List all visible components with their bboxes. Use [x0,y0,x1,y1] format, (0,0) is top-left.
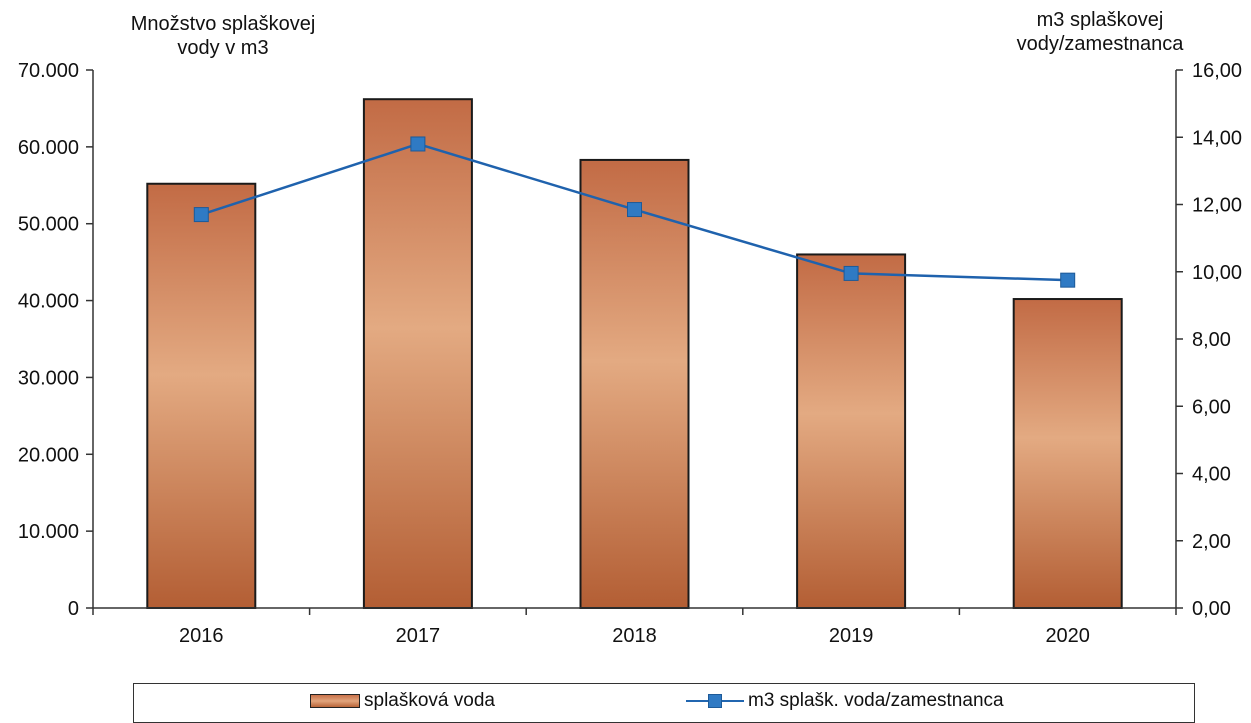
bar-2018 [579,158,690,609]
legend-line-label: m3 splašk. voda/zamestnanca [748,690,1004,711]
line-point-2018 [627,202,642,218]
legend-bar-swatch [310,694,360,708]
y-right-tick-label: 10,00 [1192,262,1242,284]
legend-line-swatch [686,694,744,708]
x-tick-label: 2018 [612,625,657,647]
square-marker-icon [708,694,722,708]
bar-2016 [146,182,257,609]
tick-labels: 0 10.000 20.000 30.000 40.000 50.000 60.000 70.… [18,60,1242,647]
y-right-tick-label: 0,00 [1192,598,1231,620]
line-point-2020 [1060,272,1076,288]
bar-2019 [796,253,907,609]
line-point-2016 [193,207,209,223]
y-left-tick-label: 40.000 [18,291,79,313]
y-right-tick-label: 12,00 [1192,195,1242,217]
bar-series [146,98,1123,609]
y-left-tick-label: 10.000 [18,521,79,543]
y-right-tick-label: 6,00 [1192,396,1231,418]
y-right-tick-label: 14,00 [1192,127,1242,149]
y-left-tick-label: 70.000 [18,60,79,82]
y-left-tick-label: 30.000 [18,367,79,389]
x-tick-label: 2016 [179,625,224,647]
legend-item-line: m3 splašk. voda/zamestnanca [686,690,1004,712]
y-right-tick-label: 4,00 [1192,464,1231,486]
bar-2020 [1012,298,1123,609]
y-left-tick-label: 20.000 [18,444,79,466]
y-right-tick-label: 8,00 [1192,329,1231,351]
y-left-tick-label: 0 [68,598,79,620]
y-axis-left-title-line2: vody v m3 [177,37,269,59]
y-axis-right-title-line1: m3 splaškovej [1036,9,1164,31]
y-right-tick-label: 16,00 [1192,60,1242,82]
y-axis-right-title: m3 splaškovej vody/zamestnanca [980,8,1220,56]
y-left-tick-label: 50.000 [18,214,79,236]
legend-bar-label: splašková voda [364,690,495,711]
y-axis-left-title-line1: Množstvo splaškovej [130,13,316,35]
x-tick-label: 2020 [1045,625,1090,647]
x-tick-label: 2019 [829,625,874,647]
legend: splašková voda m3 splašk. voda/zamestnan… [133,683,1195,723]
y-axis-left-title: Množstvo splaškovej vody v m3 [108,12,338,60]
y-left-tick-label: 60.000 [18,137,79,159]
combo-chart: 0 10.000 20.000 30.000 40.000 50.000 60.000 70.… [18,60,1242,647]
line-series [193,136,1076,288]
y-right-tick-label: 2,00 [1192,531,1231,553]
y-axis-right-title-line2: vody/zamestnanca [1016,33,1184,55]
line-point-2019 [843,265,859,281]
x-tick-label: 2017 [396,625,441,647]
bar-2017 [362,98,473,609]
legend-item-bar: splašková voda [310,690,495,712]
line-point-2017 [410,136,426,152]
axes [86,69,1183,615]
